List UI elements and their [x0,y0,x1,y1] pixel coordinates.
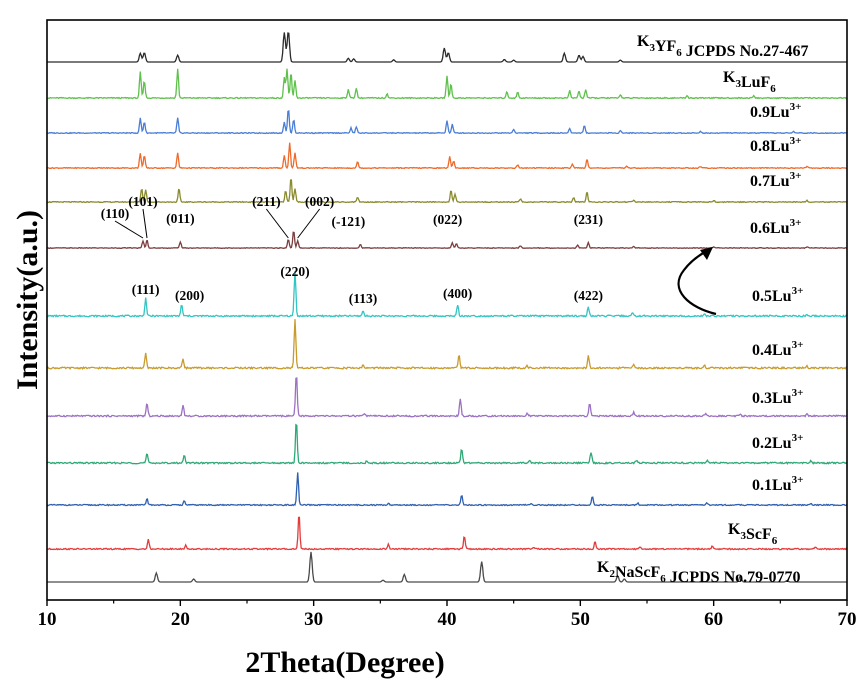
series-label-2: 0.9Lu3+ [750,101,801,121]
series-line-0 [47,32,847,63]
x-axis-ticks: 10 20 30 40 50 60 70 [38,600,857,630]
series-label-8: 0.3Lu3+ [752,387,803,407]
annotation-leader-1 [142,208,148,239]
peak-annotation-0: (110) [101,206,130,221]
series-line-6 [47,270,848,318]
phase-transition-arrow-head [700,247,713,260]
series-label-10: 0.1Lu3+ [752,474,803,494]
series-line-12 [47,551,847,583]
series-label-12: K2NaScF6 JCPDS No.79-0770 [597,559,800,586]
peak-annotation-3: (211) [252,194,281,209]
series-label-7: 0.4Lu3+ [752,339,803,359]
peak-annotation-7: (231) [574,212,603,227]
series-label-5: 0.6Lu3+ [750,217,801,237]
peak-annotation-5: (-121) [331,214,365,229]
series-layer: K3YF6 JCPDS No.27-467 K3LuF6 0.9Lu3+ 0.8Lu3… [46,32,848,586]
series-label-4: 0.7Lu3+ [750,170,801,190]
series-line-2 [46,110,848,135]
peak-annotation-12: (400) [443,286,472,301]
plot-frame [46,19,848,601]
x-tick-label-3: 40 [438,609,457,630]
series-line-9 [46,423,848,465]
x-tick-label-4: 50 [571,609,590,630]
series-label-1: K3LuF6 [723,69,776,95]
x-axis-title: 2Theta(Degree) [245,646,444,679]
peak-annotation-1: (101) [128,194,157,209]
series-label-0: K3YF6 JCPDS No.27-467 [637,33,808,60]
series-line-11 [46,516,848,551]
x-tick-label-5: 60 [704,609,723,630]
series-line-3 [46,142,848,170]
peak-annotation-11: (113) [349,291,378,306]
peak-annotation-4: (002) [305,194,334,209]
series-line-4 [46,179,848,204]
peak-annotation-13: (422) [574,288,603,303]
series-line-8 [46,377,848,418]
series-label-6: 0.5Lu3+ [752,285,803,305]
y-axis-title: Intensity(a.u.) [11,210,44,390]
series-label-3: 0.8Lu3+ [750,135,801,155]
series-line-7 [46,319,848,371]
phase-transition-arrow [677,251,717,316]
peak-annotation-10: (220) [280,264,309,279]
series-label-11: K3ScF6 [728,521,778,547]
peak-annotation-6: (022) [433,212,462,227]
peak-annotation-9: (200) [175,288,204,303]
series-line-5 [46,231,848,250]
x-tick-label-1: 20 [171,609,190,630]
annotation-leader-3 [265,208,289,239]
annotation-leader-4 [297,208,321,239]
x-tick-label-2: 30 [304,609,323,630]
peak-annotation-8: (111) [132,282,160,297]
x-tick-label-6: 70 [838,609,857,630]
series-label-9: 0.2Lu3+ [752,432,803,452]
peak-annotation-2: (011) [166,211,195,226]
series-line-10 [46,472,848,507]
annotation-leader-0 [114,220,144,239]
annotation-layer: (110)(101) (011) (211) (002) (-121) (022) (231… [101,194,603,306]
series-line-1 [46,68,848,100]
x-tick-label-0: 10 [38,609,57,630]
